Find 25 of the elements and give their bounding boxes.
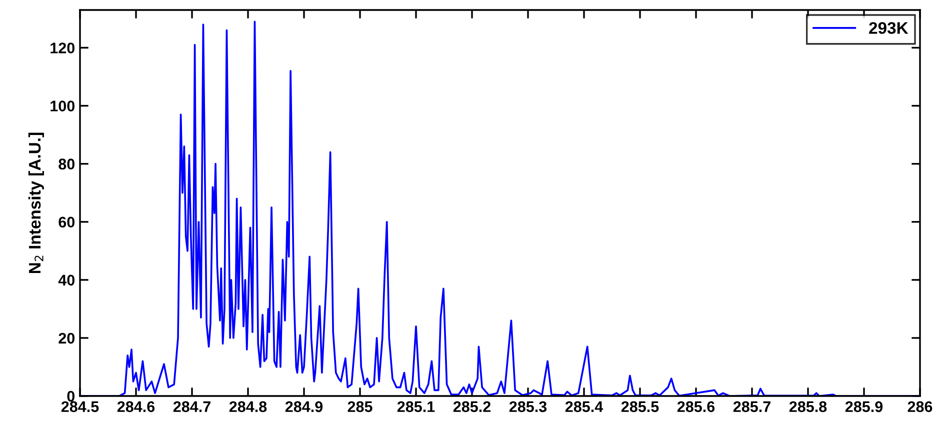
x-tick-label: 285.4 xyxy=(565,401,604,412)
y-tick-label: 120 xyxy=(50,42,75,54)
x-tick-label: 284.6 xyxy=(117,401,155,412)
x-tick-label: 284.8 xyxy=(229,401,267,412)
x-tick-label: 284.9 xyxy=(285,401,323,412)
x-tick-label: 285.8 xyxy=(789,401,827,412)
y-axis-title: N$_{2}$ Intensity [A.U.] xyxy=(28,132,44,274)
y-tick-label: 20 xyxy=(58,332,75,344)
x-tick-label: 284.7 xyxy=(173,401,210,412)
x-tick-label: 285.6 xyxy=(677,401,715,412)
x-tick-label: 285.2 xyxy=(453,401,491,412)
x-tick-label: 285.3 xyxy=(509,401,547,412)
x-tick-label: 285.7 xyxy=(733,401,770,412)
y-tick-label: 80 xyxy=(58,158,75,170)
x-tick-label: 284.5 xyxy=(61,401,99,412)
x-tick-label: 285.1 xyxy=(397,401,435,412)
y-tick-label: 100 xyxy=(50,100,75,112)
x-tick-label: 285.5 xyxy=(621,401,659,412)
x-tick-label: 286 xyxy=(908,401,932,412)
x-tick-label: 285.9 xyxy=(845,401,883,412)
legend-label: 293K xyxy=(869,22,908,34)
y-tick-label: 0 xyxy=(67,390,75,402)
y-tick-label: 40 xyxy=(58,274,75,286)
x-tick-label: 285 xyxy=(348,401,372,412)
y-tick-label: 60 xyxy=(58,216,75,228)
